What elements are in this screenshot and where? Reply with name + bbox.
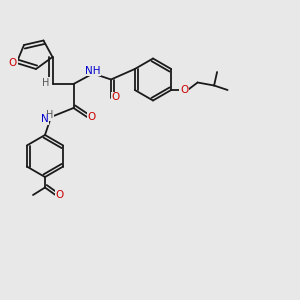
Text: O: O <box>111 92 120 103</box>
Text: N: N <box>41 114 49 124</box>
Text: O: O <box>9 58 17 68</box>
Text: H: H <box>46 110 54 121</box>
Text: O: O <box>180 85 188 95</box>
Text: NH: NH <box>85 65 101 76</box>
Text: H: H <box>42 77 50 88</box>
Text: O: O <box>87 112 96 122</box>
Text: O: O <box>56 190 64 200</box>
